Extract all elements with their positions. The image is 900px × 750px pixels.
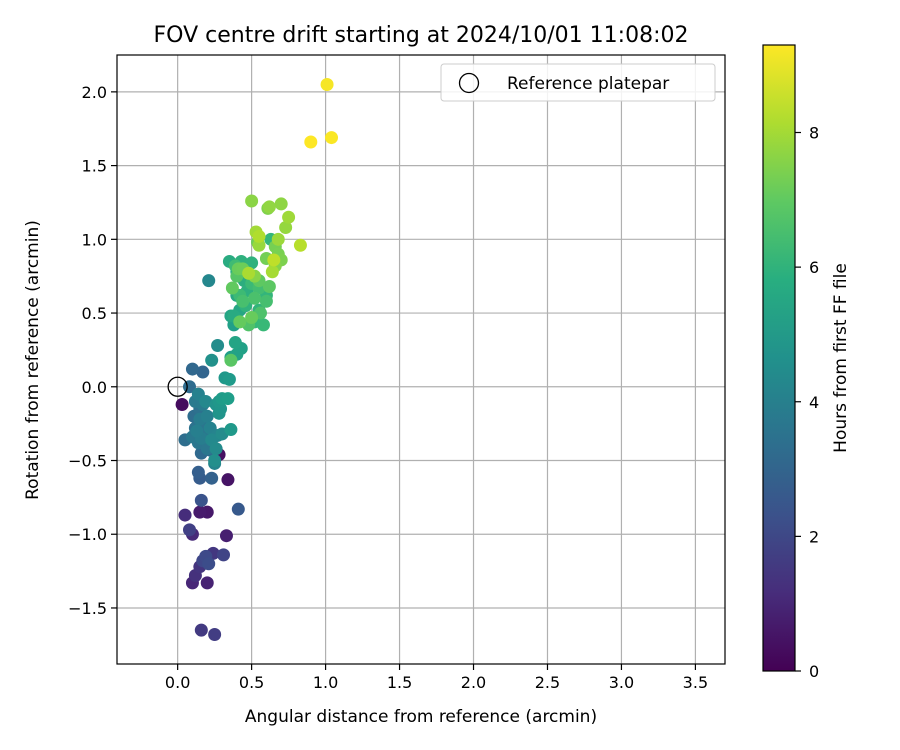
data-point [175, 397, 189, 411]
data-point [304, 135, 318, 149]
data-point [200, 576, 214, 590]
legend: Reference platepar [440, 63, 716, 102]
data-point [262, 280, 276, 294]
data-point [252, 229, 266, 243]
x-axis-label: Angular distance from reference (arcmin) [245, 707, 597, 727]
reference-marker-layer [167, 376, 188, 397]
colorbar-tick-label: 8 [809, 124, 819, 143]
x-tick-label: 0.0 [165, 673, 190, 692]
data-point [178, 508, 192, 522]
data-point [262, 200, 276, 214]
data-point [194, 493, 208, 507]
y-tick-label: 2.0 [82, 83, 107, 102]
data-point [217, 548, 231, 562]
y-tick-label: −0.5 [68, 452, 107, 471]
data-point [205, 471, 219, 485]
legend-label: Reference platepar [507, 74, 669, 94]
data-point [208, 628, 222, 642]
data-point [221, 473, 235, 487]
y-tick-label: 0.5 [82, 304, 107, 323]
legend-marker-icon [458, 72, 480, 94]
data-point [205, 353, 219, 367]
data-point [279, 221, 293, 235]
data-point [242, 266, 256, 280]
data-point [193, 505, 207, 519]
data-point [194, 623, 208, 637]
x-tick-label: 2.0 [461, 673, 486, 692]
colorbar-tick-label: 4 [809, 393, 819, 412]
x-tick-label: 3.0 [609, 673, 634, 692]
data-point [200, 409, 214, 423]
x-tick-label: 0.5 [239, 673, 264, 692]
y-axis-ticks: −1.5 −1.0 −0.5 0.0 0.5 1.0 1.5 2.0 [68, 83, 117, 618]
data-point [231, 502, 245, 516]
data-point [199, 395, 213, 409]
data-point [267, 253, 281, 267]
colorbar-tick-label: 0 [809, 662, 819, 681]
data-point [245, 310, 259, 324]
data-point [208, 454, 222, 468]
data-point [191, 465, 205, 479]
y-tick-label: 1.0 [82, 230, 107, 249]
legend-box [440, 63, 716, 102]
colorbar-tick-label: 6 [809, 258, 819, 277]
x-tick-label: 2.5 [535, 673, 560, 692]
plot-frame [116, 54, 726, 665]
colorbar-ticks: 0 2 4 6 8 [795, 124, 819, 681]
data-points [175, 77, 339, 642]
data-point [225, 281, 239, 295]
data-point [222, 372, 236, 386]
data-point [325, 131, 339, 145]
data-point [190, 424, 204, 438]
data-point [256, 318, 270, 332]
x-tick-label: 1.0 [313, 673, 338, 692]
data-point [320, 77, 334, 91]
data-point [202, 274, 216, 288]
data-point [265, 265, 279, 279]
reference-platepar-marker [167, 376, 188, 397]
y-tick-label: −1.0 [68, 525, 107, 544]
data-point [248, 291, 262, 305]
data-point [221, 392, 235, 406]
x-tick-label: 3.5 [683, 673, 708, 692]
data-point [211, 338, 225, 352]
y-tick-label: 1.5 [82, 157, 107, 176]
colorbar: 0 2 4 6 8 Hours from first FF file [762, 44, 851, 681]
y-tick-label: 0.0 [82, 378, 107, 397]
colorbar-label: Hours from first FF file [831, 263, 851, 453]
y-axis-label: Rotation from reference (arcmin) [23, 220, 43, 500]
data-point [245, 194, 259, 208]
data-point [224, 423, 238, 437]
x-axis-ticks: 0.0 0.5 1.0 1.5 2.0 2.5 3.0 3.5 [165, 664, 708, 692]
chart-title: FOV centre drift starting at 2024/10/01 … [154, 23, 689, 48]
data-point [185, 362, 199, 376]
colorbar-gradient [762, 44, 796, 672]
data-point [274, 197, 288, 211]
data-point [228, 336, 242, 350]
data-point [182, 523, 196, 537]
data-point [293, 238, 307, 252]
data-point [236, 294, 250, 308]
data-point [224, 353, 238, 367]
data-point [282, 210, 296, 224]
data-point [259, 294, 273, 308]
data-point [202, 557, 216, 571]
colorbar-tick-label: 2 [809, 527, 819, 546]
data-point [233, 315, 247, 329]
y-tick-label: −1.5 [68, 599, 107, 618]
data-point [209, 442, 223, 456]
data-point [219, 529, 233, 543]
data-point [196, 365, 210, 379]
data-point [271, 232, 285, 246]
x-tick-label: 1.5 [387, 673, 412, 692]
